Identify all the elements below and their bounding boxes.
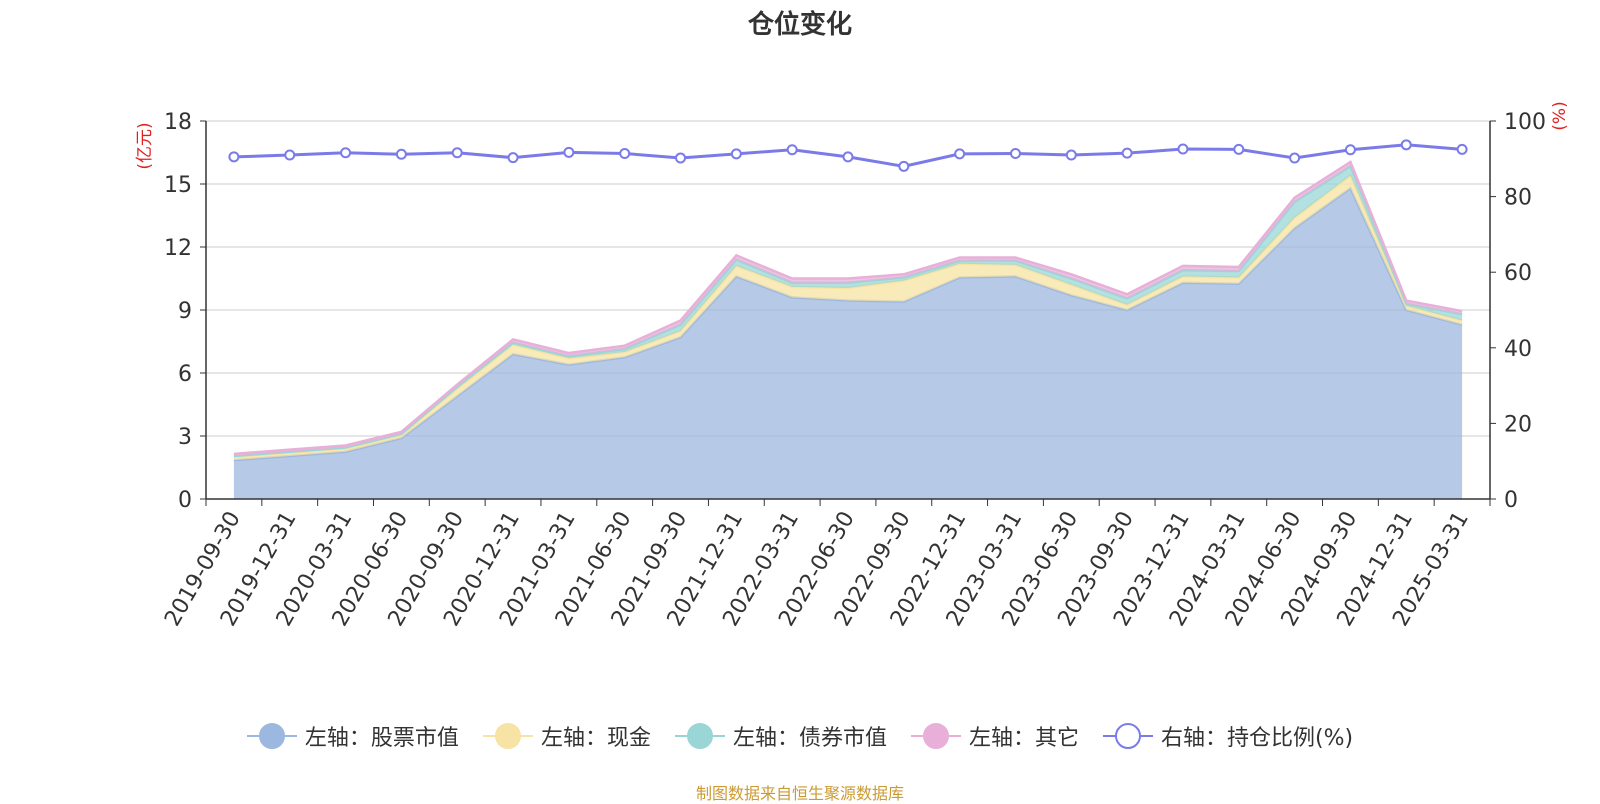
chart-legend: 左轴：股票市值 左轴：现金 左轴：债券市值 左轴：其它 右轴：持仓比例(%)	[0, 720, 1600, 752]
ratio-point	[898, 160, 910, 172]
left-axis-tick-label: 0	[178, 488, 192, 513]
ratio-point	[842, 151, 854, 163]
chart-canvas: 03691215180204060801002019-09-302019-12-…	[135, 101, 1570, 630]
right-axis-tick-label: 40	[1504, 337, 1532, 362]
ratio-point	[1456, 143, 1468, 155]
left-axis-unit-label: (亿元)	[135, 122, 155, 169]
ratio-point	[563, 146, 575, 158]
legend-label: 右轴：持仓比例(%)	[1160, 726, 1354, 751]
ratio-point	[1065, 149, 1077, 161]
ratio-point	[340, 147, 352, 159]
ratio-point	[284, 149, 296, 161]
legend-item[interactable]: 左轴：现金	[482, 720, 651, 752]
legend-symbol-icon	[910, 723, 961, 749]
right-axis-tick-label: 60	[1504, 261, 1532, 286]
legend-label: 左轴：债券市值	[732, 726, 887, 751]
left-axis-tick-label: 9	[178, 299, 192, 324]
right-axis-tick-label: 80	[1504, 186, 1532, 211]
ratio-point	[1121, 147, 1133, 159]
data-source-note: 制图数据来自恒生聚源数据库	[695, 784, 904, 803]
right-axis-tick-label: 0	[1504, 488, 1518, 513]
left-axis-tick-label: 3	[178, 425, 192, 450]
legend-symbol-icon	[482, 723, 533, 749]
ratio-point	[730, 148, 742, 160]
ratio-point	[1009, 148, 1021, 160]
legend-label: 左轴：现金	[540, 726, 651, 751]
right-axis-tick-label: 20	[1504, 412, 1532, 437]
left-axis-tick-label: 18	[164, 110, 192, 135]
legend-item[interactable]: 左轴：其它	[910, 720, 1079, 752]
ratio-point	[395, 148, 407, 160]
ratio-point	[954, 148, 966, 160]
right-axis-tick-label: 100	[1504, 110, 1546, 135]
legend-item[interactable]: 左轴：股票市值	[246, 720, 459, 752]
ratio-point	[619, 148, 631, 160]
legend-symbol-icon	[674, 723, 725, 749]
area-0	[233, 188, 1463, 499]
ratio-point	[1233, 143, 1245, 155]
ratio-point	[507, 152, 519, 164]
legend-symbol-icon	[1102, 723, 1153, 749]
chart-title: 仓位变化	[747, 10, 852, 40]
ratio-point	[786, 144, 798, 156]
area-line-3	[233, 160, 1463, 456]
ratio-point	[1289, 152, 1301, 164]
legend-label: 左轴：股票市值	[304, 726, 459, 751]
legend-item[interactable]: 右轴：持仓比例(%)	[1102, 720, 1354, 752]
ratio-point	[1177, 143, 1189, 155]
legend-item[interactable]: 左轴：债券市值	[674, 720, 887, 752]
right-axis-unit-label: (%)	[1550, 101, 1570, 130]
ratio-point	[1344, 144, 1356, 156]
ratio-point	[228, 151, 240, 163]
left-axis-tick-label: 6	[178, 362, 192, 387]
ratio-point	[451, 147, 463, 159]
left-axis-tick-label: 15	[164, 173, 192, 198]
left-axis-tick-label: 12	[164, 236, 192, 261]
ratio-point	[1400, 139, 1412, 151]
legend-symbol-icon	[246, 723, 297, 749]
legend-label: 左轴：其它	[968, 726, 1079, 751]
ratio-point	[675, 152, 687, 164]
